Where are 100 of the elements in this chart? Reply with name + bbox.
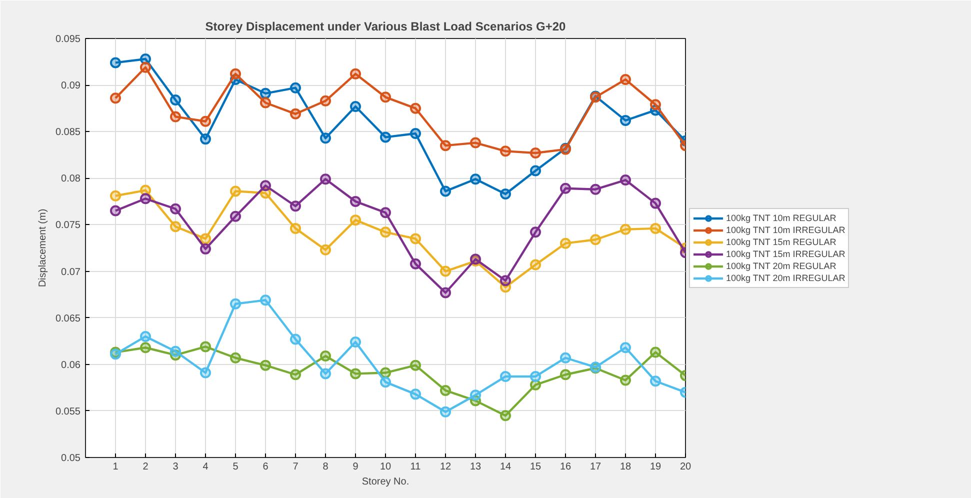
point <box>650 222 661 234</box>
y-tick-label: 0.09 <box>61 80 81 92</box>
point <box>230 210 241 222</box>
point <box>530 165 541 176</box>
x-tick-label: 14 <box>500 462 512 472</box>
point <box>440 406 451 418</box>
point <box>620 174 631 186</box>
point <box>260 180 271 192</box>
point <box>200 341 211 352</box>
point <box>380 92 391 103</box>
point <box>290 82 301 94</box>
x-tick-label: 18 <box>620 462 632 472</box>
x-tick-label: 3 <box>172 462 179 472</box>
x-tick-label: 16 <box>560 462 572 472</box>
point <box>230 186 241 197</box>
point <box>530 379 541 390</box>
point <box>560 238 571 249</box>
point <box>320 350 331 362</box>
x-tick-label: 15 <box>530 462 542 472</box>
x-axis-title: Storey No. <box>362 476 410 488</box>
y-tick-label: 0.075 <box>55 220 81 232</box>
legend-label: 100kg TNT 10m IRREGULAR <box>726 224 846 236</box>
point <box>290 108 301 120</box>
legend-label: 100kg TNT 20m IRREGULAR <box>726 272 846 284</box>
legend-label: 100kg TNT 10m REGULAR <box>726 212 836 224</box>
y-axis-title: Displacement (m) <box>37 208 48 288</box>
point <box>350 214 361 226</box>
point <box>170 94 181 106</box>
point <box>200 367 211 378</box>
point <box>440 384 451 396</box>
point <box>500 146 511 157</box>
point <box>320 174 331 185</box>
point <box>200 243 211 254</box>
point <box>320 132 331 144</box>
y-tick-label: 0.07 <box>61 266 81 278</box>
y-tick-label: 0.06 <box>61 360 81 371</box>
point <box>560 182 571 194</box>
point <box>470 174 481 185</box>
point <box>530 148 541 159</box>
point <box>110 57 121 68</box>
x-tick-label: 12 <box>440 462 452 472</box>
point <box>170 111 181 122</box>
x-tick-label: 10 <box>380 462 392 472</box>
point <box>290 222 301 234</box>
x-tick-label: 20 <box>680 462 692 472</box>
point <box>590 184 601 195</box>
point <box>620 224 631 235</box>
y-tick-label: 0.05 <box>61 453 81 464</box>
point <box>350 196 361 207</box>
point <box>200 134 211 145</box>
point <box>410 360 421 371</box>
point <box>410 102 421 114</box>
point <box>650 376 661 387</box>
point <box>170 221 181 232</box>
legend-label: 100kg TNT 20m REGULAR <box>726 260 836 272</box>
point <box>650 346 661 358</box>
point <box>140 342 151 354</box>
legend-label: 100kg TNT 15m REGULAR <box>726 236 836 248</box>
legend-label: 100kg TNT 15m IRREGULAR <box>726 248 846 260</box>
point <box>500 188 511 200</box>
point <box>320 368 331 380</box>
point <box>350 100 361 112</box>
x-tick-label: 9 <box>352 462 359 472</box>
point <box>500 410 511 422</box>
point <box>200 233 211 244</box>
point <box>440 140 451 152</box>
point <box>410 128 421 139</box>
point <box>440 287 451 298</box>
point <box>470 137 481 148</box>
x-tick-label: 7 <box>292 462 299 472</box>
point <box>260 360 271 371</box>
point <box>200 116 211 127</box>
y-tick-label: 0.085 <box>55 127 81 138</box>
point <box>530 226 541 238</box>
point <box>650 198 661 209</box>
point <box>410 258 421 270</box>
point <box>620 74 631 85</box>
point <box>620 374 631 386</box>
point <box>620 342 631 354</box>
point <box>590 234 601 246</box>
point <box>110 92 121 104</box>
point <box>170 346 181 357</box>
x-tick-label: 11 <box>410 462 422 472</box>
point <box>560 369 571 380</box>
point <box>380 226 391 238</box>
point <box>350 336 361 348</box>
x-tick-label: 4 <box>202 462 209 472</box>
point <box>380 376 391 388</box>
point <box>140 62 151 73</box>
point <box>410 233 421 244</box>
point <box>260 88 271 99</box>
point <box>560 352 571 364</box>
point <box>140 330 151 342</box>
point <box>290 369 301 380</box>
x-tick-label: 2 <box>142 462 149 472</box>
x-tick-label: 1 <box>112 462 119 472</box>
x-tick-label: 17 <box>590 462 602 472</box>
point <box>260 97 271 108</box>
point <box>380 207 391 218</box>
point <box>290 334 301 345</box>
